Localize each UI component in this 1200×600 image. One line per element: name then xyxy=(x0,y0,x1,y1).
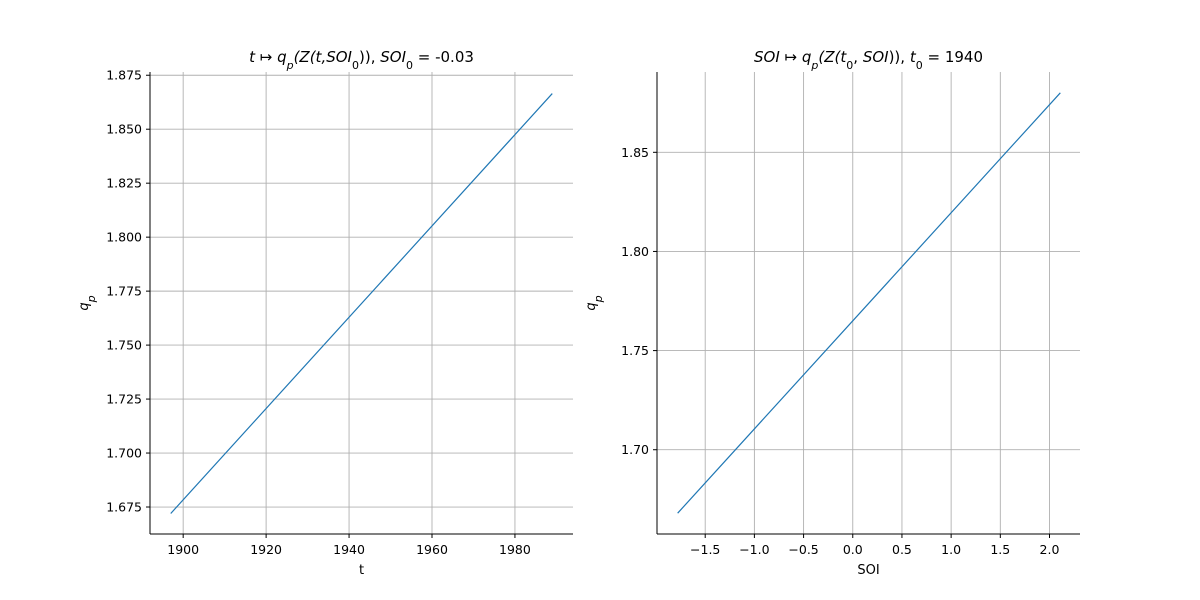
chart-title: t ↦ qp(Z(t,SOI0)), SOI0 = -0.03 xyxy=(249,48,474,72)
y-tick-label: 1.750 xyxy=(106,338,142,353)
x-axis-label: SOI xyxy=(857,563,879,578)
x-tick-label: 1920 xyxy=(250,542,282,557)
y-tick-label: 1.75 xyxy=(621,343,649,358)
x-tick-label: −1.5 xyxy=(690,542,720,557)
x-tick-label: −1.0 xyxy=(739,542,769,557)
y-tick-label: 1.875 xyxy=(106,68,142,83)
chart-title: SOI ↦ qp(Z(t0, SOI)), t0 = 1940 xyxy=(754,48,983,72)
x-tick-label: −0.5 xyxy=(788,542,818,557)
x-tick-label: 1900 xyxy=(167,542,199,557)
y-tick-label: 1.700 xyxy=(106,446,142,461)
y-tick-label: 1.85 xyxy=(621,145,649,160)
x-tick-label: 1.5 xyxy=(990,542,1010,557)
y-tick-label: 1.775 xyxy=(106,284,142,299)
y-axis-label: qp xyxy=(77,295,98,310)
series-line xyxy=(677,92,1061,514)
x-tick-label: 1960 xyxy=(416,542,448,557)
y-tick-label: 1.825 xyxy=(106,176,142,191)
x-tick-label: 2.0 xyxy=(1040,542,1060,557)
y-tick-label: 1.725 xyxy=(106,392,142,407)
x-tick-label: 0.5 xyxy=(892,542,912,557)
x-tick-label: 1940 xyxy=(333,542,365,557)
x-tick-label: 1.0 xyxy=(941,542,961,557)
x-tick-label: 1980 xyxy=(499,542,531,557)
x-tick-label: 0.0 xyxy=(843,542,863,557)
y-axis-label: qp xyxy=(584,295,605,310)
series-line xyxy=(170,93,553,514)
y-tick-label: 1.70 xyxy=(621,442,649,457)
y-tick-label: 1.850 xyxy=(106,122,142,137)
y-tick-label: 1.80 xyxy=(621,244,649,259)
y-tick-label: 1.675 xyxy=(106,500,142,515)
y-tick-label: 1.800 xyxy=(106,230,142,245)
right-chart-panel: −1.5 −1.0 −0.5 0.0 0.5 1.0 1.5 2.0 1.70 1.75 1.80 1… xyxy=(584,48,1080,578)
x-axis-label: t xyxy=(359,563,364,578)
left-chart-panel: 1900 1920 1940 1960 1980 1.675 1.700 1.725 1.750… xyxy=(77,48,573,578)
